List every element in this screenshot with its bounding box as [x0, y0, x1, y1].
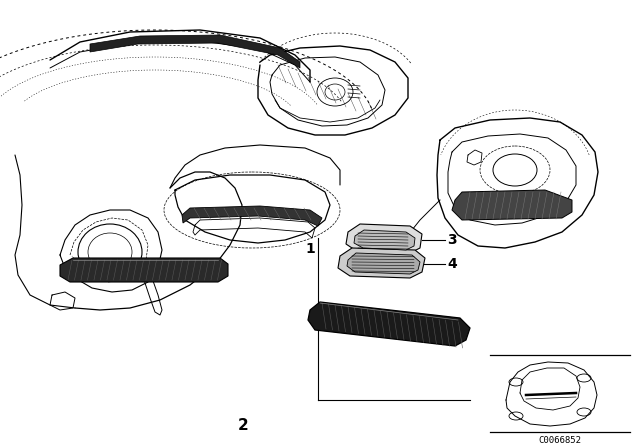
Text: C0066852: C0066852 [538, 436, 582, 445]
Polygon shape [90, 35, 300, 68]
Polygon shape [452, 190, 572, 220]
Polygon shape [182, 206, 322, 226]
Text: 4: 4 [447, 257, 457, 271]
Polygon shape [347, 253, 420, 274]
Polygon shape [60, 258, 228, 282]
Polygon shape [338, 248, 425, 278]
Polygon shape [308, 302, 470, 346]
Text: 3: 3 [447, 233, 456, 247]
Polygon shape [346, 224, 422, 254]
Text: 2: 2 [237, 418, 248, 433]
Polygon shape [354, 230, 415, 250]
Text: 1: 1 [305, 242, 315, 256]
